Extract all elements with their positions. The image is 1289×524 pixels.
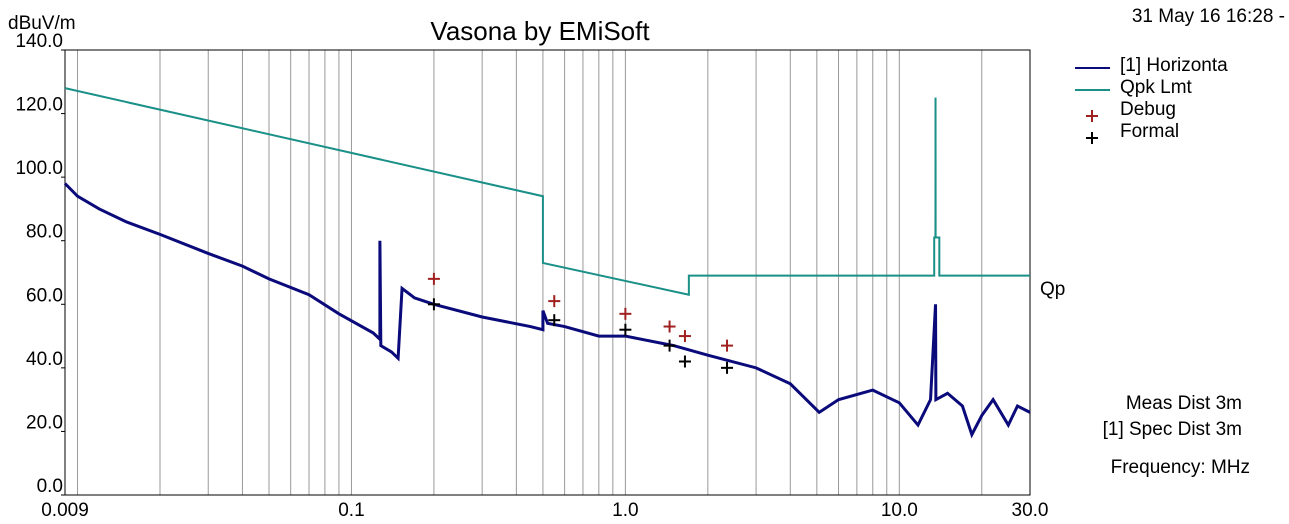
legend-swatch (1086, 132, 1098, 144)
marker (663, 320, 676, 333)
annotation: Meas Dist 3m (1126, 393, 1242, 414)
marker (721, 339, 734, 352)
marker (427, 298, 440, 311)
y-tick-label: 0.0 (37, 476, 63, 497)
chart-title: Vasona by EMiSoft (430, 16, 650, 46)
marker (619, 307, 632, 320)
y-tick-label: 60.0 (26, 285, 63, 306)
legend-swatch (1086, 110, 1098, 122)
y-tick-label: 20.0 (26, 412, 63, 433)
x-axis-label: Frequency: MHz (1111, 457, 1250, 478)
annotation: [1] Spec Dist 3m (1103, 419, 1242, 440)
x-tick-label: 30.0 (1012, 500, 1049, 521)
legend-label: Debug (1120, 99, 1176, 120)
x-tick-label: 0.1 (338, 500, 364, 521)
marker (663, 339, 676, 352)
marker (548, 295, 561, 308)
y-tick-label: 40.0 (26, 349, 63, 370)
x-tick-label: 0.009 (41, 500, 89, 521)
marker (427, 272, 440, 285)
legend-label: Formal (1120, 121, 1179, 142)
marker (678, 330, 691, 343)
timestamp: 31 May 16 16:28 - (1132, 6, 1285, 27)
series-line (64, 87, 1030, 296)
annotation: Qp (1040, 279, 1065, 300)
legend-label: Qpk Lmt (1120, 77, 1193, 98)
legend-label: [1] Horizonta (1120, 55, 1228, 76)
y-tick-label: 140.0 (15, 31, 63, 52)
plot-frame (64, 49, 1031, 496)
y-tick-label: 80.0 (26, 222, 63, 243)
y-tick-label: 100.0 (15, 158, 63, 179)
marker (548, 314, 561, 327)
marker (721, 361, 734, 374)
x-tick-label: 10.0 (881, 500, 918, 521)
marker (619, 323, 632, 336)
x-tick-label: 1.0 (612, 500, 638, 521)
series-line (63, 182, 1031, 439)
y-tick-label: 120.0 (15, 95, 63, 116)
y-axis-label: dBuV/m (8, 13, 76, 34)
marker (678, 355, 691, 368)
